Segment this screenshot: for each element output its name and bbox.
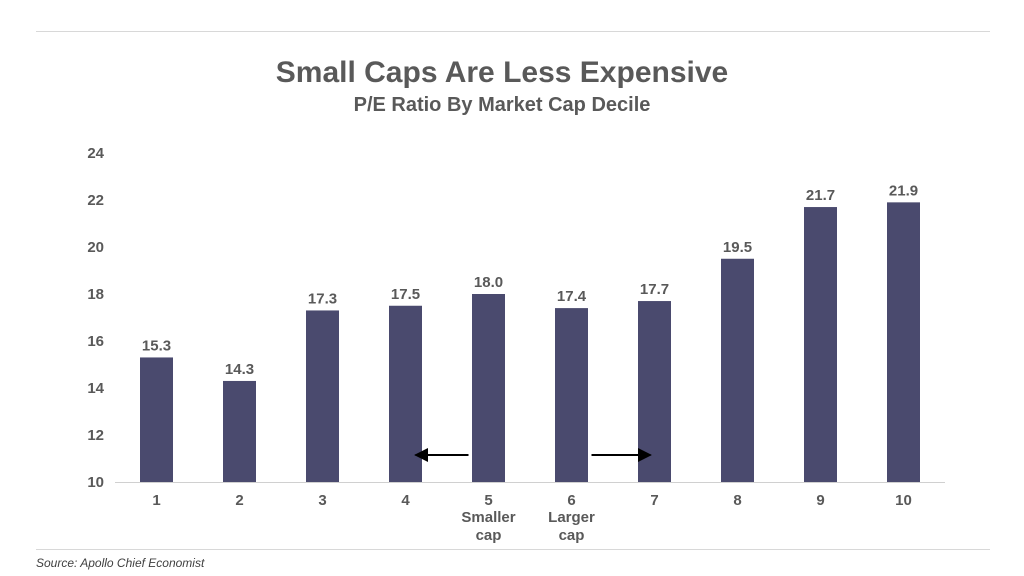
y-tick-label: 20 [87, 239, 104, 256]
y-tick-label: 18 [87, 286, 104, 303]
x-tick-label: 10 [895, 492, 912, 509]
x-tick-label: 6 [567, 492, 575, 509]
x-tick-label: 8 [733, 492, 741, 509]
bar [804, 207, 837, 483]
x-tick-label: 7 [650, 492, 658, 509]
x-tick-label: 5 [484, 492, 492, 509]
x-tick-label: 9 [816, 492, 824, 509]
annotations: Smaller cap Larger cap [414, 448, 652, 544]
bar [140, 357, 173, 482]
data-label: 21.7 [806, 187, 835, 204]
data-label: 21.9 [889, 182, 918, 199]
data-label: 17.3 [308, 290, 337, 307]
data-label: 17.4 [557, 288, 587, 305]
y-tick-label: 14 [87, 380, 104, 397]
y-tick-label: 22 [87, 192, 104, 209]
annotation-label: Larger cap [548, 509, 595, 544]
bar [472, 294, 505, 482]
source-note: Source: Apollo Chief Economist [36, 556, 205, 570]
bar [721, 258, 754, 482]
x-tick-label: 1 [152, 492, 160, 509]
data-label: 18.0 [474, 274, 503, 291]
bottom-divider [36, 549, 990, 550]
bar [887, 202, 920, 482]
data-label: 17.7 [640, 281, 669, 298]
bars: 15.3 14.3 17.3 17.5 18.0 17.4 17.7 19.5 21.7 21.9 [140, 182, 920, 483]
y-tick-label: 24 [87, 145, 104, 162]
y-axis: 10 12 14 16 18 20 22 24 [87, 145, 104, 491]
data-label: 15.3 [142, 337, 171, 354]
x-tick-label: 3 [318, 492, 326, 509]
bar [555, 308, 588, 482]
data-label: 14.3 [225, 361, 254, 378]
top-divider [36, 31, 990, 32]
y-tick-label: 10 [87, 474, 104, 491]
x-tick-label: 4 [401, 492, 410, 509]
chart-subtitle: P/E Ratio By Market Cap Decile [353, 94, 651, 116]
data-label: 17.5 [391, 286, 420, 303]
chart-title: Small Caps Are Less Expensive [275, 56, 729, 89]
bar [306, 310, 339, 482]
y-tick-label: 16 [87, 333, 104, 350]
data-label: 19.5 [723, 239, 752, 256]
x-tick-label: 2 [235, 492, 243, 509]
annotation-label: Smaller cap [461, 509, 515, 544]
x-axis: 1 2 3 4 5 6 7 8 9 10 [115, 482, 945, 509]
bar [223, 380, 256, 482]
y-tick-label: 12 [87, 427, 104, 444]
